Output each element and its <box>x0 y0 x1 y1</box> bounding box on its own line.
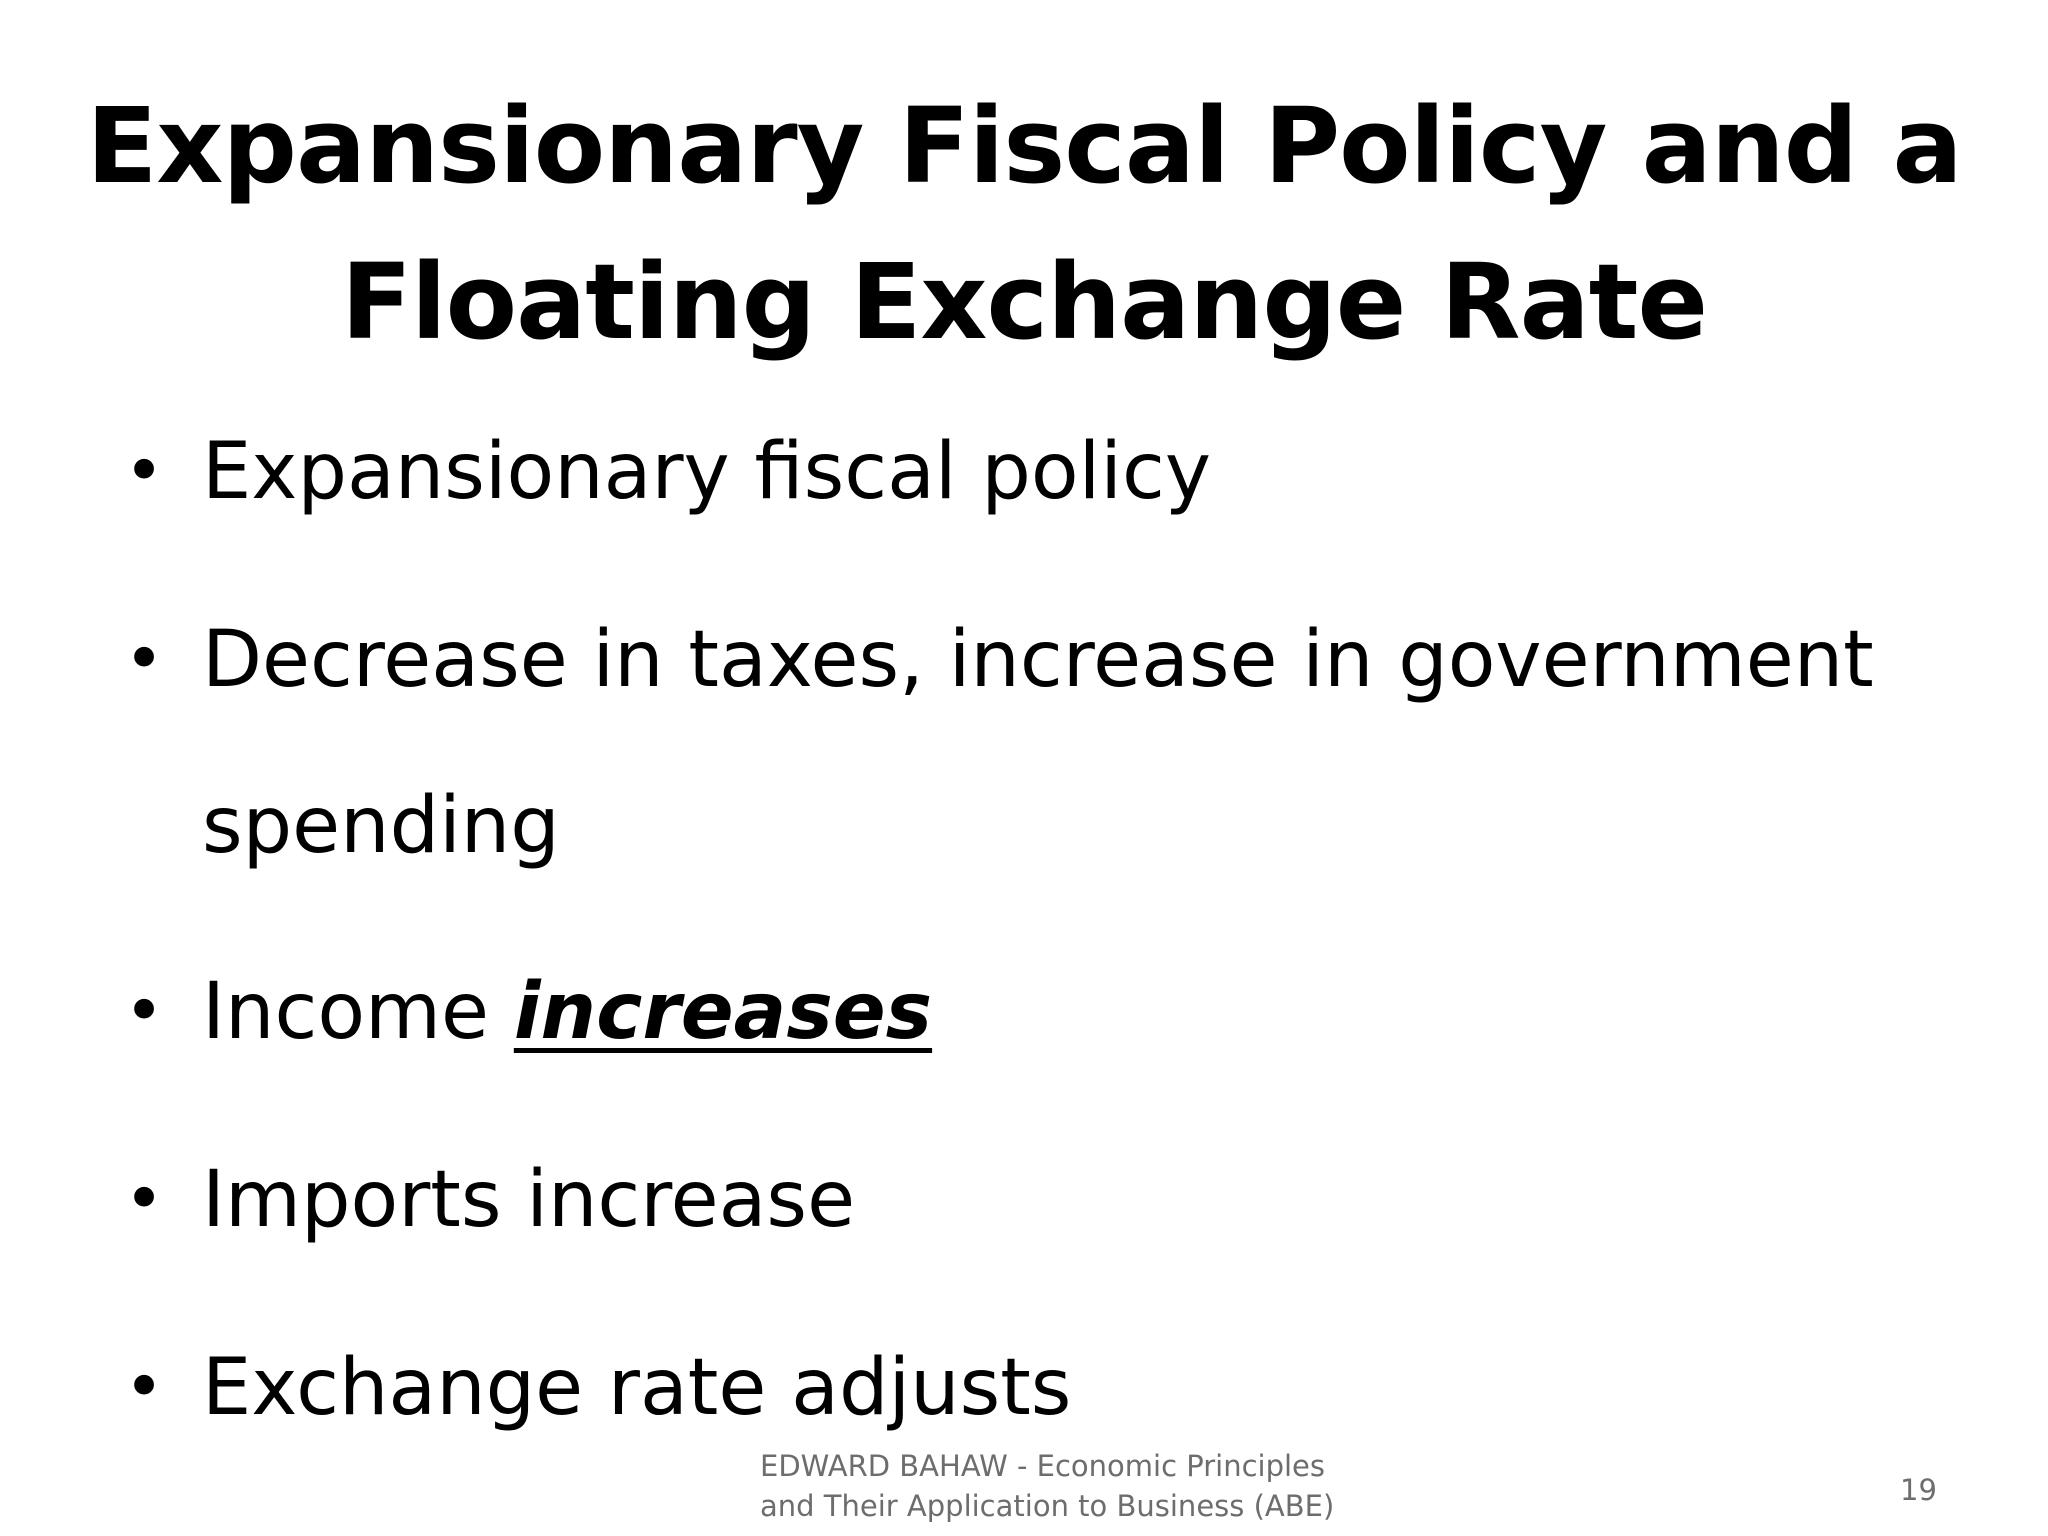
footer-line-2: and Their Application to Business (ABE) <box>760 1489 1335 1523</box>
page-number: 19 <box>1900 1473 1937 1507</box>
bullet-text: Exchange rate adjusts <box>202 1343 1072 1433</box>
bullet-text: Decrease in taxes, increase in governmen… <box>202 615 1874 871</box>
slide-title: Expansionary Fiscal Policy and a Floatin… <box>0 68 2048 380</box>
footer-line-1: EDWARD BAHAW - Economic Principles <box>760 1449 1326 1483</box>
bullet-dot: • <box>124 1348 165 1427</box>
slide-footer: EDWARD BAHAW - Economic Principles and T… <box>760 1446 1400 1526</box>
bullet-emphasis: increases <box>513 967 933 1057</box>
bullet-text: Income increases <box>202 962 1922 1062</box>
bullet-dot: • <box>124 620 165 699</box>
bullet-text: Imports increase <box>202 1155 856 1245</box>
bullet-dot: • <box>124 432 165 511</box>
bullet-dot: • <box>124 1160 165 1239</box>
bullet-text-prefix: Income <box>202 967 514 1057</box>
slide-title-line-1: Expansionary Fiscal Policy and a <box>86 85 1962 207</box>
slide-title-line-2: Floating Exchange Rate <box>340 241 1708 363</box>
bullet-dot: • <box>124 972 165 1051</box>
bullet-text: Expansionary fiscal policy <box>202 427 1212 517</box>
